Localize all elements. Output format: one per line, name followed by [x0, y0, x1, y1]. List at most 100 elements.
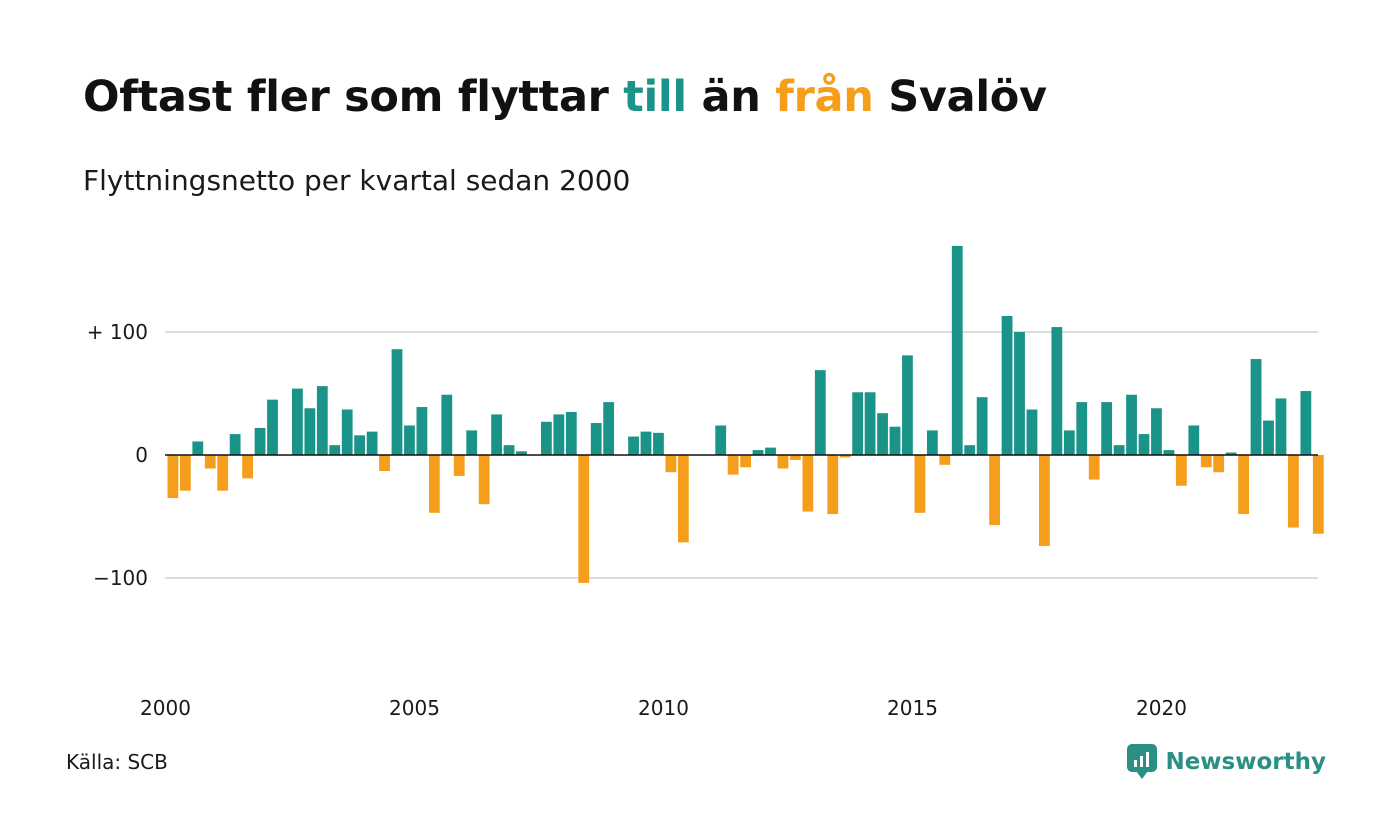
bar: [503, 445, 515, 455]
bar: [1225, 452, 1237, 455]
bar: [391, 349, 403, 455]
bar: [752, 450, 764, 455]
bar: [1188, 425, 1200, 455]
x-tick-label: 2000: [140, 696, 191, 720]
bar: [628, 436, 639, 455]
bar: [802, 455, 814, 512]
x-axis-labels: 2000 2005 2010 2015 2020: [140, 696, 1187, 720]
bar: [765, 447, 776, 455]
bar: [341, 409, 353, 455]
bar: [1238, 455, 1249, 515]
bar: [1275, 398, 1287, 455]
bar: [989, 455, 1000, 526]
bar: [590, 423, 602, 455]
bar: [727, 455, 739, 475]
bar: [453, 455, 465, 476]
bar: [964, 445, 976, 455]
bar: [354, 435, 366, 455]
bar: [914, 455, 926, 513]
bar: [441, 394, 453, 455]
newsworthy-logo-icon: [1127, 744, 1158, 779]
title-part-3: Svalöv: [873, 72, 1047, 122]
bar: [1026, 409, 1038, 455]
bar: [1113, 445, 1125, 455]
bars: [167, 245, 1324, 583]
newsworthy-logo: Newsworthy: [1127, 744, 1326, 780]
brand-name: Newsworthy: [1165, 749, 1326, 775]
bar: [404, 425, 415, 455]
x-tick-label: 2010: [638, 696, 689, 720]
chart-subtitle: Flyttningsnetto per kvartal sedan 2000: [83, 164, 631, 197]
bar: [939, 455, 951, 465]
bar: [267, 399, 278, 455]
bar: [1126, 394, 1137, 455]
bar: [790, 455, 801, 460]
bar: [653, 432, 664, 455]
bar: [179, 455, 191, 491]
bar: [814, 370, 826, 455]
bar: [839, 455, 851, 458]
bar: [478, 455, 490, 505]
bar: [1051, 327, 1063, 455]
bar: [889, 426, 901, 455]
bar: [229, 434, 241, 455]
bar: [516, 451, 527, 455]
bar: [1014, 332, 1025, 455]
bar: [466, 430, 478, 455]
bar: [204, 455, 216, 469]
grid-lines: [165, 331, 1318, 579]
bar: [1088, 455, 1100, 480]
bar: [677, 455, 689, 543]
bar: [976, 397, 988, 455]
bar: [553, 414, 565, 455]
bar: [541, 421, 552, 455]
bar: [304, 408, 316, 455]
bar: [740, 455, 751, 468]
bar: [242, 455, 253, 479]
bar: [379, 455, 390, 471]
y-axis-labels: + 100 0 −100: [87, 320, 148, 590]
bar: [827, 455, 839, 515]
bar: [366, 431, 378, 455]
bar: [491, 414, 502, 455]
bar: [329, 445, 341, 455]
x-tick-label: 2020: [1136, 696, 1187, 720]
bar: [1175, 455, 1187, 486]
bar: [578, 455, 590, 583]
y-tick-label: + 100: [87, 320, 148, 344]
bar: [1163, 450, 1175, 455]
bar: [192, 441, 204, 455]
bar: [852, 392, 864, 455]
bar: [1213, 455, 1225, 473]
bar: [254, 427, 266, 455]
y-tick-label: −100: [93, 566, 148, 590]
bar: [864, 392, 876, 455]
bar: [603, 402, 615, 455]
source-note: Källa: SCB: [66, 750, 168, 774]
bar: [1263, 420, 1274, 455]
bar: [665, 455, 677, 473]
bar: [1076, 402, 1088, 455]
bar: [902, 355, 913, 455]
title-part-2: än: [686, 72, 776, 122]
bar: [1063, 430, 1075, 455]
bar: [715, 425, 727, 455]
bar: [167, 455, 179, 499]
bar: [877, 413, 888, 455]
title-part-1: Oftast fler som flyttar: [83, 72, 624, 122]
bar: [1250, 359, 1262, 455]
title-word-fran: från: [775, 72, 874, 122]
bar: [951, 245, 963, 455]
bar: [1200, 455, 1212, 468]
chart-title: Oftast fler som flyttar till än från Sva…: [83, 72, 1047, 122]
bar: [217, 455, 229, 491]
bar: [1138, 434, 1150, 455]
bar: [428, 455, 440, 513]
bar: [926, 430, 938, 455]
bar: [1151, 408, 1162, 455]
bar: [640, 431, 652, 455]
bar: [292, 388, 303, 455]
bar: [1001, 316, 1013, 455]
bar: [1312, 455, 1324, 534]
